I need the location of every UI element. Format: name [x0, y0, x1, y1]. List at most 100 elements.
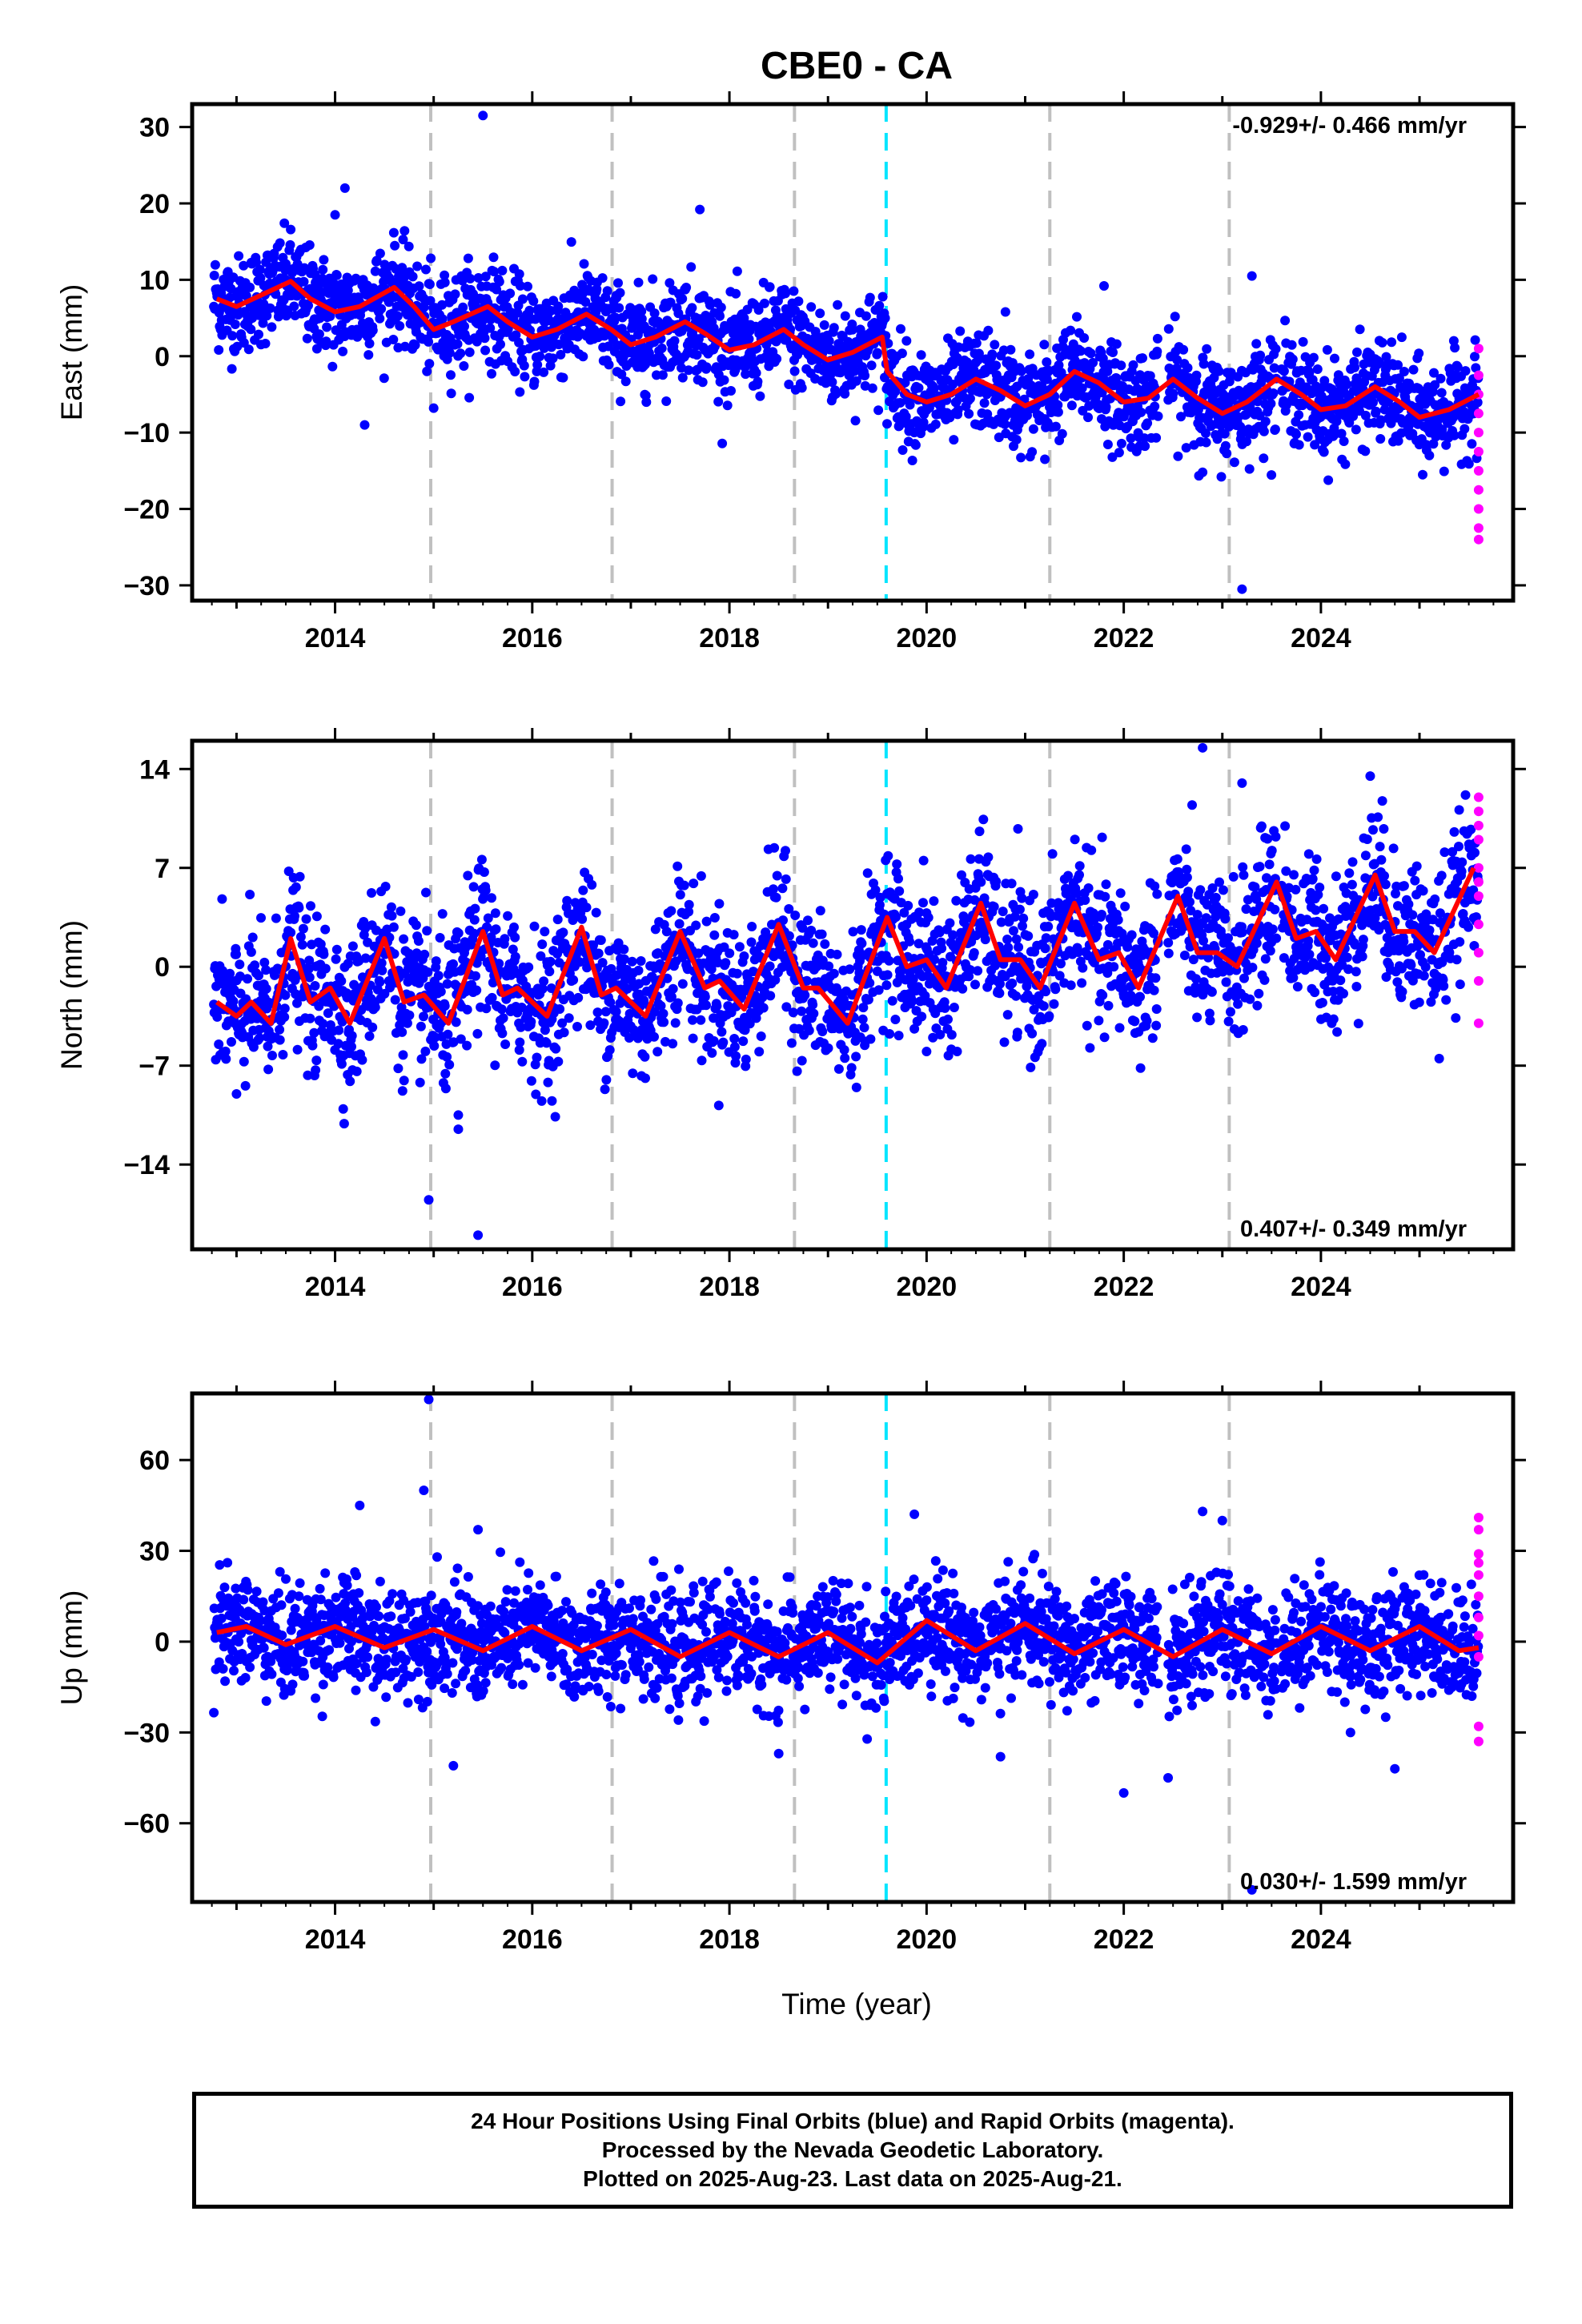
data-point	[688, 1033, 698, 1043]
data-point	[823, 1043, 833, 1053]
data-point	[918, 417, 929, 428]
data-point	[379, 373, 389, 384]
data-point	[422, 926, 432, 936]
data-point	[883, 850, 893, 861]
data-point	[294, 903, 304, 913]
data-point	[1436, 388, 1447, 398]
data-point	[214, 1039, 224, 1049]
data-point	[545, 360, 556, 371]
data-point	[1211, 892, 1221, 903]
data-point	[716, 302, 726, 312]
data-point	[428, 403, 439, 413]
data-point	[1037, 1039, 1047, 1049]
data-point	[771, 892, 781, 903]
data-point	[1260, 416, 1271, 427]
data-point	[1280, 821, 1291, 831]
data-point	[320, 963, 331, 974]
data-point	[1078, 963, 1088, 973]
data-point	[476, 951, 486, 962]
data-point	[732, 968, 742, 979]
data-point	[1147, 1033, 1158, 1043]
data-point	[1254, 988, 1264, 999]
data-point	[831, 388, 841, 399]
data-point	[1013, 824, 1023, 834]
data-point	[489, 267, 500, 277]
data-point	[450, 289, 460, 300]
data-point	[893, 874, 903, 884]
data-point	[1226, 1007, 1235, 1017]
data-point	[375, 248, 385, 259]
data-point	[254, 971, 263, 981]
data-point	[400, 341, 410, 352]
data-point	[479, 867, 489, 877]
data-point	[857, 1014, 868, 1024]
data-point	[633, 965, 644, 975]
data-point	[1221, 977, 1231, 987]
data-point	[319, 255, 329, 265]
data-point	[245, 282, 255, 292]
data-point	[1471, 363, 1481, 373]
data-point	[446, 388, 456, 399]
data-point	[1216, 472, 1227, 482]
data-point	[829, 968, 839, 979]
data-point	[1135, 991, 1145, 1002]
data-point	[1043, 922, 1054, 931]
data-point	[793, 296, 804, 307]
data-point	[537, 939, 548, 950]
data-point	[840, 1053, 850, 1063]
data-point	[367, 888, 376, 898]
data-point	[1168, 388, 1178, 399]
data-point	[1319, 903, 1329, 914]
data-point	[1255, 862, 1265, 872]
data-point	[500, 1039, 511, 1049]
data-point	[1172, 854, 1182, 864]
data-point	[860, 380, 870, 391]
data-point	[302, 333, 312, 344]
data-point	[1038, 1001, 1049, 1011]
data-point	[633, 277, 644, 287]
data-point	[299, 263, 310, 273]
data-point	[999, 1037, 1010, 1047]
data-point	[989, 902, 999, 912]
data-point	[260, 339, 271, 348]
data-point	[568, 975, 579, 985]
data-point	[1201, 428, 1211, 438]
final-orbit-points	[209, 111, 1484, 594]
data-point	[442, 1051, 452, 1062]
data-point	[758, 1003, 769, 1013]
data-point	[503, 911, 513, 921]
data-point	[448, 1037, 459, 1047]
data-point	[377, 965, 387, 975]
data-point	[901, 336, 912, 346]
data-point	[303, 964, 314, 974]
data-point	[895, 398, 905, 408]
data-point	[1192, 1012, 1203, 1023]
data-point	[578, 352, 588, 362]
data-point	[553, 301, 564, 312]
data-point	[1205, 1015, 1215, 1026]
x-tick-label: 2020	[897, 623, 958, 653]
data-point	[707, 1047, 717, 1058]
data-point	[940, 1003, 950, 1013]
data-point	[515, 387, 525, 397]
data-point	[943, 1014, 953, 1024]
data-point	[1050, 421, 1061, 432]
data-point	[751, 368, 761, 378]
final-orbit-points	[209, 742, 1484, 1240]
data-point	[636, 956, 646, 966]
data-point	[897, 445, 908, 455]
data-point	[376, 958, 387, 968]
data-point	[848, 927, 858, 937]
data-point	[1340, 459, 1351, 469]
data-point	[333, 1039, 343, 1049]
data-point	[892, 859, 902, 870]
data-point	[1009, 926, 1018, 936]
data-point	[806, 925, 817, 935]
data-point	[1242, 436, 1252, 447]
data-point	[254, 329, 263, 340]
rapid-orbit-point	[1473, 534, 1484, 545]
data-point	[540, 927, 550, 937]
data-point	[281, 259, 291, 269]
data-point	[556, 349, 566, 360]
data-point	[1291, 429, 1301, 440]
